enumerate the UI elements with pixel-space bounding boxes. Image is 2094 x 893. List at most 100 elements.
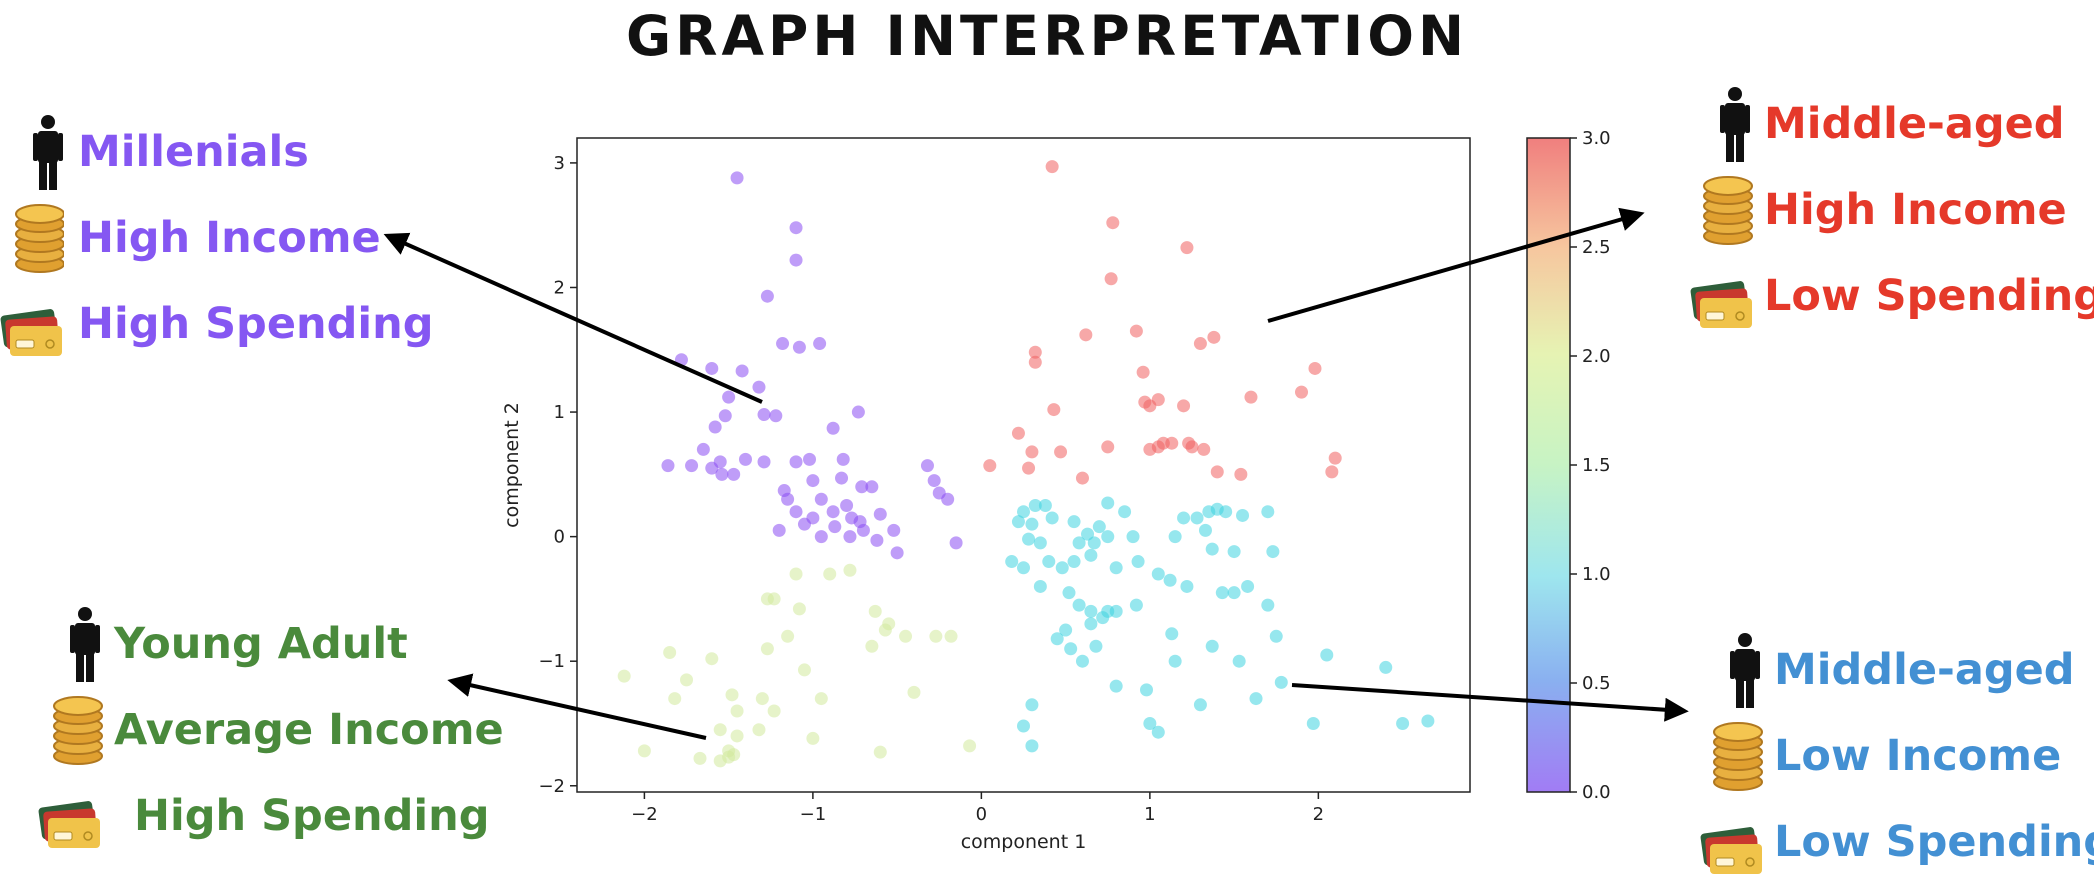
arrow-middle-aged-low-income bbox=[1291, 683, 1689, 722]
scatter-point bbox=[772, 523, 786, 537]
scatter-point bbox=[806, 731, 820, 745]
scatter-point bbox=[789, 253, 803, 267]
scatter-point bbox=[1062, 586, 1076, 600]
scatter-point bbox=[1109, 604, 1123, 618]
scatter-point bbox=[1129, 324, 1143, 338]
scatter-point bbox=[769, 409, 783, 423]
scatter-point bbox=[637, 744, 651, 758]
scatter-point bbox=[1075, 471, 1089, 485]
scatter-point bbox=[781, 629, 795, 643]
scatter-point bbox=[1050, 632, 1064, 646]
scatter-point bbox=[1151, 567, 1165, 581]
scatter-point bbox=[696, 442, 710, 456]
scatter-point bbox=[1168, 530, 1182, 544]
scatter-point bbox=[1072, 536, 1086, 550]
scatter-point bbox=[1106, 216, 1120, 230]
scatter-point bbox=[865, 480, 879, 494]
coins-icon bbox=[1713, 722, 1763, 791]
scatter-point bbox=[1165, 627, 1179, 641]
scatter-point bbox=[814, 530, 828, 544]
scatter-point bbox=[1207, 330, 1221, 344]
scatter-point bbox=[776, 337, 790, 351]
scatter-point bbox=[840, 498, 854, 512]
scatter-point bbox=[1269, 629, 1283, 643]
scatter-points bbox=[617, 160, 1435, 768]
y-tick-label: −2 bbox=[538, 776, 565, 797]
scatter-point bbox=[1067, 515, 1081, 529]
scatter-point bbox=[1047, 403, 1061, 417]
age-label: Young Adult bbox=[114, 619, 408, 669]
scatter-point bbox=[1084, 548, 1098, 562]
scatter-point bbox=[1028, 355, 1042, 369]
y-tick-label: −1 bbox=[538, 651, 565, 672]
credit-cards-icon bbox=[38, 801, 100, 848]
scatter-point bbox=[767, 704, 781, 718]
scatter-point bbox=[1266, 545, 1280, 559]
scatter-point bbox=[797, 663, 811, 677]
person-icon bbox=[1720, 87, 1750, 162]
scatter-point bbox=[760, 289, 774, 303]
scatter-point bbox=[1033, 536, 1047, 550]
axes: −2 −1 0 1 2 −2 −1 0 1 2 3 component 1 component 2 bbox=[501, 153, 1324, 853]
scatter-point bbox=[1168, 654, 1182, 668]
scatter-point bbox=[705, 461, 719, 475]
scatter-point bbox=[617, 669, 631, 683]
scatter-point bbox=[1038, 498, 1052, 512]
colorbar-tick-label: 2.5 bbox=[1582, 237, 1611, 258]
scatter-point bbox=[1067, 555, 1081, 569]
scatter-point bbox=[781, 492, 795, 506]
scatter-point bbox=[1165, 436, 1179, 450]
scatter-point bbox=[983, 459, 997, 473]
scatter-point bbox=[1193, 698, 1207, 712]
credit-cards-icon bbox=[0, 309, 62, 356]
scatter-point bbox=[873, 745, 887, 759]
scatter-point bbox=[868, 604, 882, 618]
scatter-point bbox=[806, 474, 820, 488]
scatter-point bbox=[1197, 442, 1211, 456]
scatter-point bbox=[814, 692, 828, 706]
scatter-point bbox=[1126, 530, 1140, 544]
scatter-point bbox=[1215, 586, 1229, 600]
scatter-point bbox=[1017, 561, 1030, 575]
scatter-point bbox=[1072, 598, 1086, 612]
scatter-point bbox=[890, 546, 904, 560]
scatter-point bbox=[1042, 555, 1056, 569]
scatter-point bbox=[1104, 272, 1118, 286]
scatter-point bbox=[843, 563, 857, 577]
spending-label: Low Spending bbox=[1764, 271, 2094, 321]
scatter-point bbox=[1193, 337, 1207, 351]
scatter-point bbox=[1227, 545, 1241, 559]
scatter-point bbox=[1180, 241, 1194, 255]
scatter-point bbox=[920, 459, 934, 473]
scatter-point bbox=[1379, 660, 1393, 674]
colorbar-ticks: 0.0 0.5 1.0 1.5 2.0 2.5 3.0 bbox=[1570, 128, 1611, 803]
scatter-point bbox=[1227, 586, 1241, 600]
scatter-point bbox=[757, 408, 771, 422]
scatter-point bbox=[1092, 520, 1106, 534]
plot-frame bbox=[576, 137, 1471, 793]
age-label: Middle-aged bbox=[1764, 99, 2065, 149]
x-tick-label: −2 bbox=[631, 804, 658, 825]
scatter-point bbox=[865, 639, 879, 653]
scatter-point bbox=[725, 688, 739, 702]
age-label: Middle-aged bbox=[1774, 645, 2075, 695]
scatter-point bbox=[1244, 390, 1258, 404]
scatter-point bbox=[929, 629, 943, 643]
scatter-point bbox=[1109, 561, 1123, 575]
person-icon bbox=[33, 115, 63, 190]
scatter-point bbox=[899, 629, 913, 643]
scatter-point bbox=[1022, 532, 1036, 546]
scatter-point bbox=[1064, 642, 1078, 656]
income-label: High Income bbox=[1764, 185, 2067, 235]
scatter-point bbox=[843, 530, 857, 544]
scatter-point bbox=[932, 486, 946, 500]
scatter-point bbox=[792, 602, 806, 616]
scatter-point bbox=[797, 517, 811, 531]
x-tick-label: 2 bbox=[1313, 804, 1324, 825]
scatter-point bbox=[661, 459, 675, 473]
scatter-point bbox=[755, 692, 769, 706]
scatter-point bbox=[752, 380, 766, 394]
scatter-point bbox=[789, 567, 803, 581]
scatter-point bbox=[963, 739, 977, 753]
